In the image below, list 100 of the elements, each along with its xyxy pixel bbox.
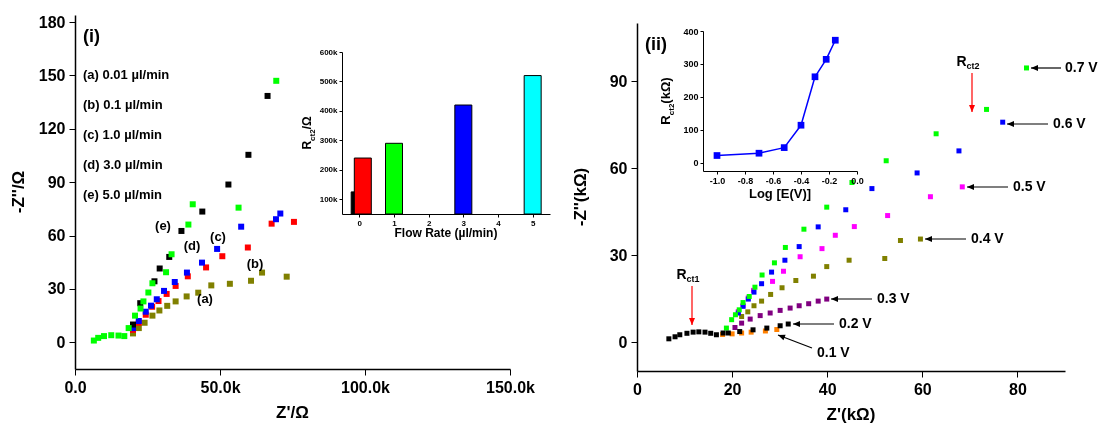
point <box>801 226 807 232</box>
point <box>245 151 252 158</box>
y-tick-label: 300k <box>319 135 339 145</box>
point <box>163 269 170 276</box>
x-axis-title: Z'/Ω <box>276 403 309 423</box>
annotation: (b) <box>246 256 264 272</box>
point <box>225 181 232 188</box>
point <box>272 216 279 223</box>
point <box>777 323 783 329</box>
y-tick-label: 400k <box>319 106 339 116</box>
point <box>831 36 839 44</box>
point <box>199 208 206 215</box>
point <box>696 329 702 335</box>
point <box>219 253 226 260</box>
annotation: (a) <box>197 291 213 307</box>
x-tick-label: 4 <box>496 218 502 228</box>
x-tick-label: 1 <box>392 218 398 228</box>
x-axis-title: Z'(kΩ) <box>826 405 876 425</box>
x-tick-label: 80 <box>1009 380 1027 398</box>
point <box>777 307 783 313</box>
point <box>690 329 696 335</box>
x-tick-label: 40 <box>818 380 837 398</box>
annotation: 0.4 V <box>971 229 1005 246</box>
x-tick-label: 100.0k <box>341 378 391 396</box>
annotation: (c) 1.0 µl/min <box>83 127 163 143</box>
point <box>824 204 830 210</box>
x-tick-label: -0.6 <box>765 175 782 186</box>
point <box>815 224 821 230</box>
x-tick-label: 150.0k <box>486 378 536 396</box>
point <box>729 317 735 323</box>
y-tick-label: 180 <box>38 13 66 31</box>
point <box>751 303 757 309</box>
point <box>774 327 780 333</box>
x-tick-label: -0.8 <box>737 175 754 186</box>
point <box>806 301 812 307</box>
point <box>708 330 714 336</box>
point <box>984 106 990 112</box>
point <box>779 285 785 291</box>
annotation: 0.5 V <box>1013 177 1047 194</box>
point <box>769 269 775 275</box>
point <box>757 313 763 319</box>
point <box>782 244 788 250</box>
x-tick-label: 5 <box>530 218 536 228</box>
point <box>677 332 683 338</box>
point <box>917 236 923 242</box>
point <box>755 149 763 157</box>
point <box>290 218 297 225</box>
point <box>244 244 251 251</box>
y-tick-label: 100 <box>683 125 699 136</box>
point <box>771 260 777 266</box>
point <box>785 321 791 327</box>
y-tick-label: 0 <box>56 333 66 351</box>
point <box>713 152 721 159</box>
annotation: (i) <box>83 25 100 46</box>
x-tick-label: 0.0 <box>64 378 87 396</box>
point <box>796 303 802 309</box>
point <box>811 73 819 81</box>
y-tick-label: 100k <box>319 194 339 204</box>
x-tick-label: 0 <box>633 380 643 398</box>
point <box>273 77 280 84</box>
point <box>822 55 830 63</box>
point <box>843 207 849 213</box>
y-tick-label: 120 <box>38 120 66 138</box>
point <box>264 92 271 99</box>
point <box>277 210 284 217</box>
x-tick-label: 0 <box>357 218 363 228</box>
point <box>723 325 729 331</box>
x-tick-label: 50.0k <box>200 378 241 396</box>
y-tick-label: 90 <box>47 173 66 191</box>
point <box>959 184 965 190</box>
point <box>248 277 255 284</box>
point <box>796 244 802 250</box>
annotation: (a) 0.01 µl/min <box>83 67 170 83</box>
point <box>768 291 774 297</box>
point <box>787 305 793 311</box>
point <box>1000 119 1006 125</box>
annotation: R$_{ct1}$ <box>676 265 700 285</box>
y-axis-title: -Z''/Ω <box>9 170 29 214</box>
point <box>810 273 816 279</box>
y-tick-label: 90 <box>609 72 628 90</box>
point <box>883 158 889 164</box>
point <box>172 298 179 305</box>
annotation: 0.7 V <box>1065 58 1099 75</box>
x-tick-label: 60 <box>913 380 932 398</box>
point <box>214 245 221 252</box>
point <box>235 204 242 211</box>
annotation: (ii) <box>645 33 667 54</box>
point <box>137 305 144 312</box>
point <box>189 201 196 208</box>
point <box>226 280 233 287</box>
point <box>797 254 803 260</box>
y-tick-label: 0 <box>693 158 699 169</box>
x-tick-label: 20 <box>723 380 742 398</box>
annotation: 0.3 V <box>877 289 911 306</box>
y-tick-label: 30 <box>47 280 66 298</box>
point <box>183 293 190 300</box>
point <box>759 281 765 287</box>
x-axis-title: Log [E(V)] <box>748 186 812 202</box>
point <box>268 220 275 227</box>
point <box>185 221 192 228</box>
